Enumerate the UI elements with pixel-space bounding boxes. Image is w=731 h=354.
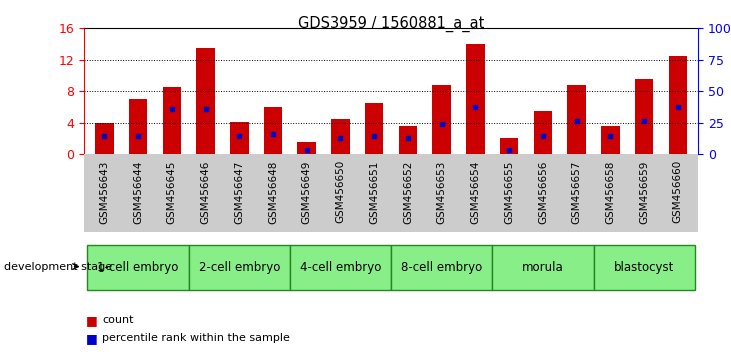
Text: 1-cell embryo: 1-cell embryo	[97, 261, 179, 274]
Bar	[162, 87, 181, 154]
Bar	[196, 48, 215, 154]
Bar	[635, 79, 654, 154]
Text: GSM456659: GSM456659	[639, 160, 649, 224]
Bar	[500, 138, 518, 154]
Bar	[129, 99, 148, 154]
Bar	[298, 142, 316, 154]
Bar	[492, 245, 594, 290]
Text: GSM456645: GSM456645	[167, 160, 177, 224]
Bar	[398, 126, 417, 154]
Text: blastocyst: blastocyst	[614, 261, 674, 274]
Text: GSM456649: GSM456649	[302, 160, 311, 224]
Text: count: count	[102, 315, 134, 325]
Text: GSM456643: GSM456643	[99, 160, 110, 224]
Bar	[669, 56, 687, 154]
Bar	[433, 85, 451, 154]
Text: development stage: development stage	[4, 262, 112, 272]
Text: GSM456652: GSM456652	[403, 160, 413, 224]
Text: GSM456651: GSM456651	[369, 160, 379, 224]
Bar	[567, 85, 586, 154]
Text: GDS3959 / 1560881_a_at: GDS3959 / 1560881_a_at	[298, 16, 484, 32]
Text: GSM456656: GSM456656	[538, 160, 548, 224]
Text: GSM456653: GSM456653	[436, 160, 447, 224]
Bar	[594, 245, 694, 290]
Bar	[95, 122, 113, 154]
Bar	[230, 122, 249, 154]
Text: GSM456660: GSM456660	[673, 160, 683, 223]
Bar	[264, 107, 282, 154]
Text: GSM456654: GSM456654	[471, 160, 480, 224]
Bar	[290, 245, 391, 290]
Text: 2-cell embryo: 2-cell embryo	[199, 261, 280, 274]
Text: ■: ■	[86, 314, 98, 327]
Text: GSM456648: GSM456648	[268, 160, 278, 224]
Bar	[534, 111, 552, 154]
Text: ■: ■	[86, 332, 98, 344]
Text: GSM456655: GSM456655	[504, 160, 514, 224]
Bar	[189, 245, 290, 290]
Bar	[331, 119, 349, 154]
Bar	[365, 103, 384, 154]
Text: percentile rank within the sample: percentile rank within the sample	[102, 333, 290, 343]
Text: 8-cell embryo: 8-cell embryo	[401, 261, 482, 274]
Text: 4-cell embryo: 4-cell embryo	[300, 261, 381, 274]
Text: GSM456647: GSM456647	[234, 160, 244, 224]
Text: GSM456646: GSM456646	[200, 160, 211, 224]
Text: GSM456644: GSM456644	[133, 160, 143, 224]
Bar	[601, 126, 620, 154]
Text: GSM456650: GSM456650	[336, 160, 346, 223]
Text: GSM456657: GSM456657	[572, 160, 582, 224]
Text: GSM456658: GSM456658	[605, 160, 616, 224]
Bar	[88, 245, 189, 290]
Bar	[391, 245, 492, 290]
Bar	[466, 44, 485, 154]
Text: morula: morula	[522, 261, 564, 274]
